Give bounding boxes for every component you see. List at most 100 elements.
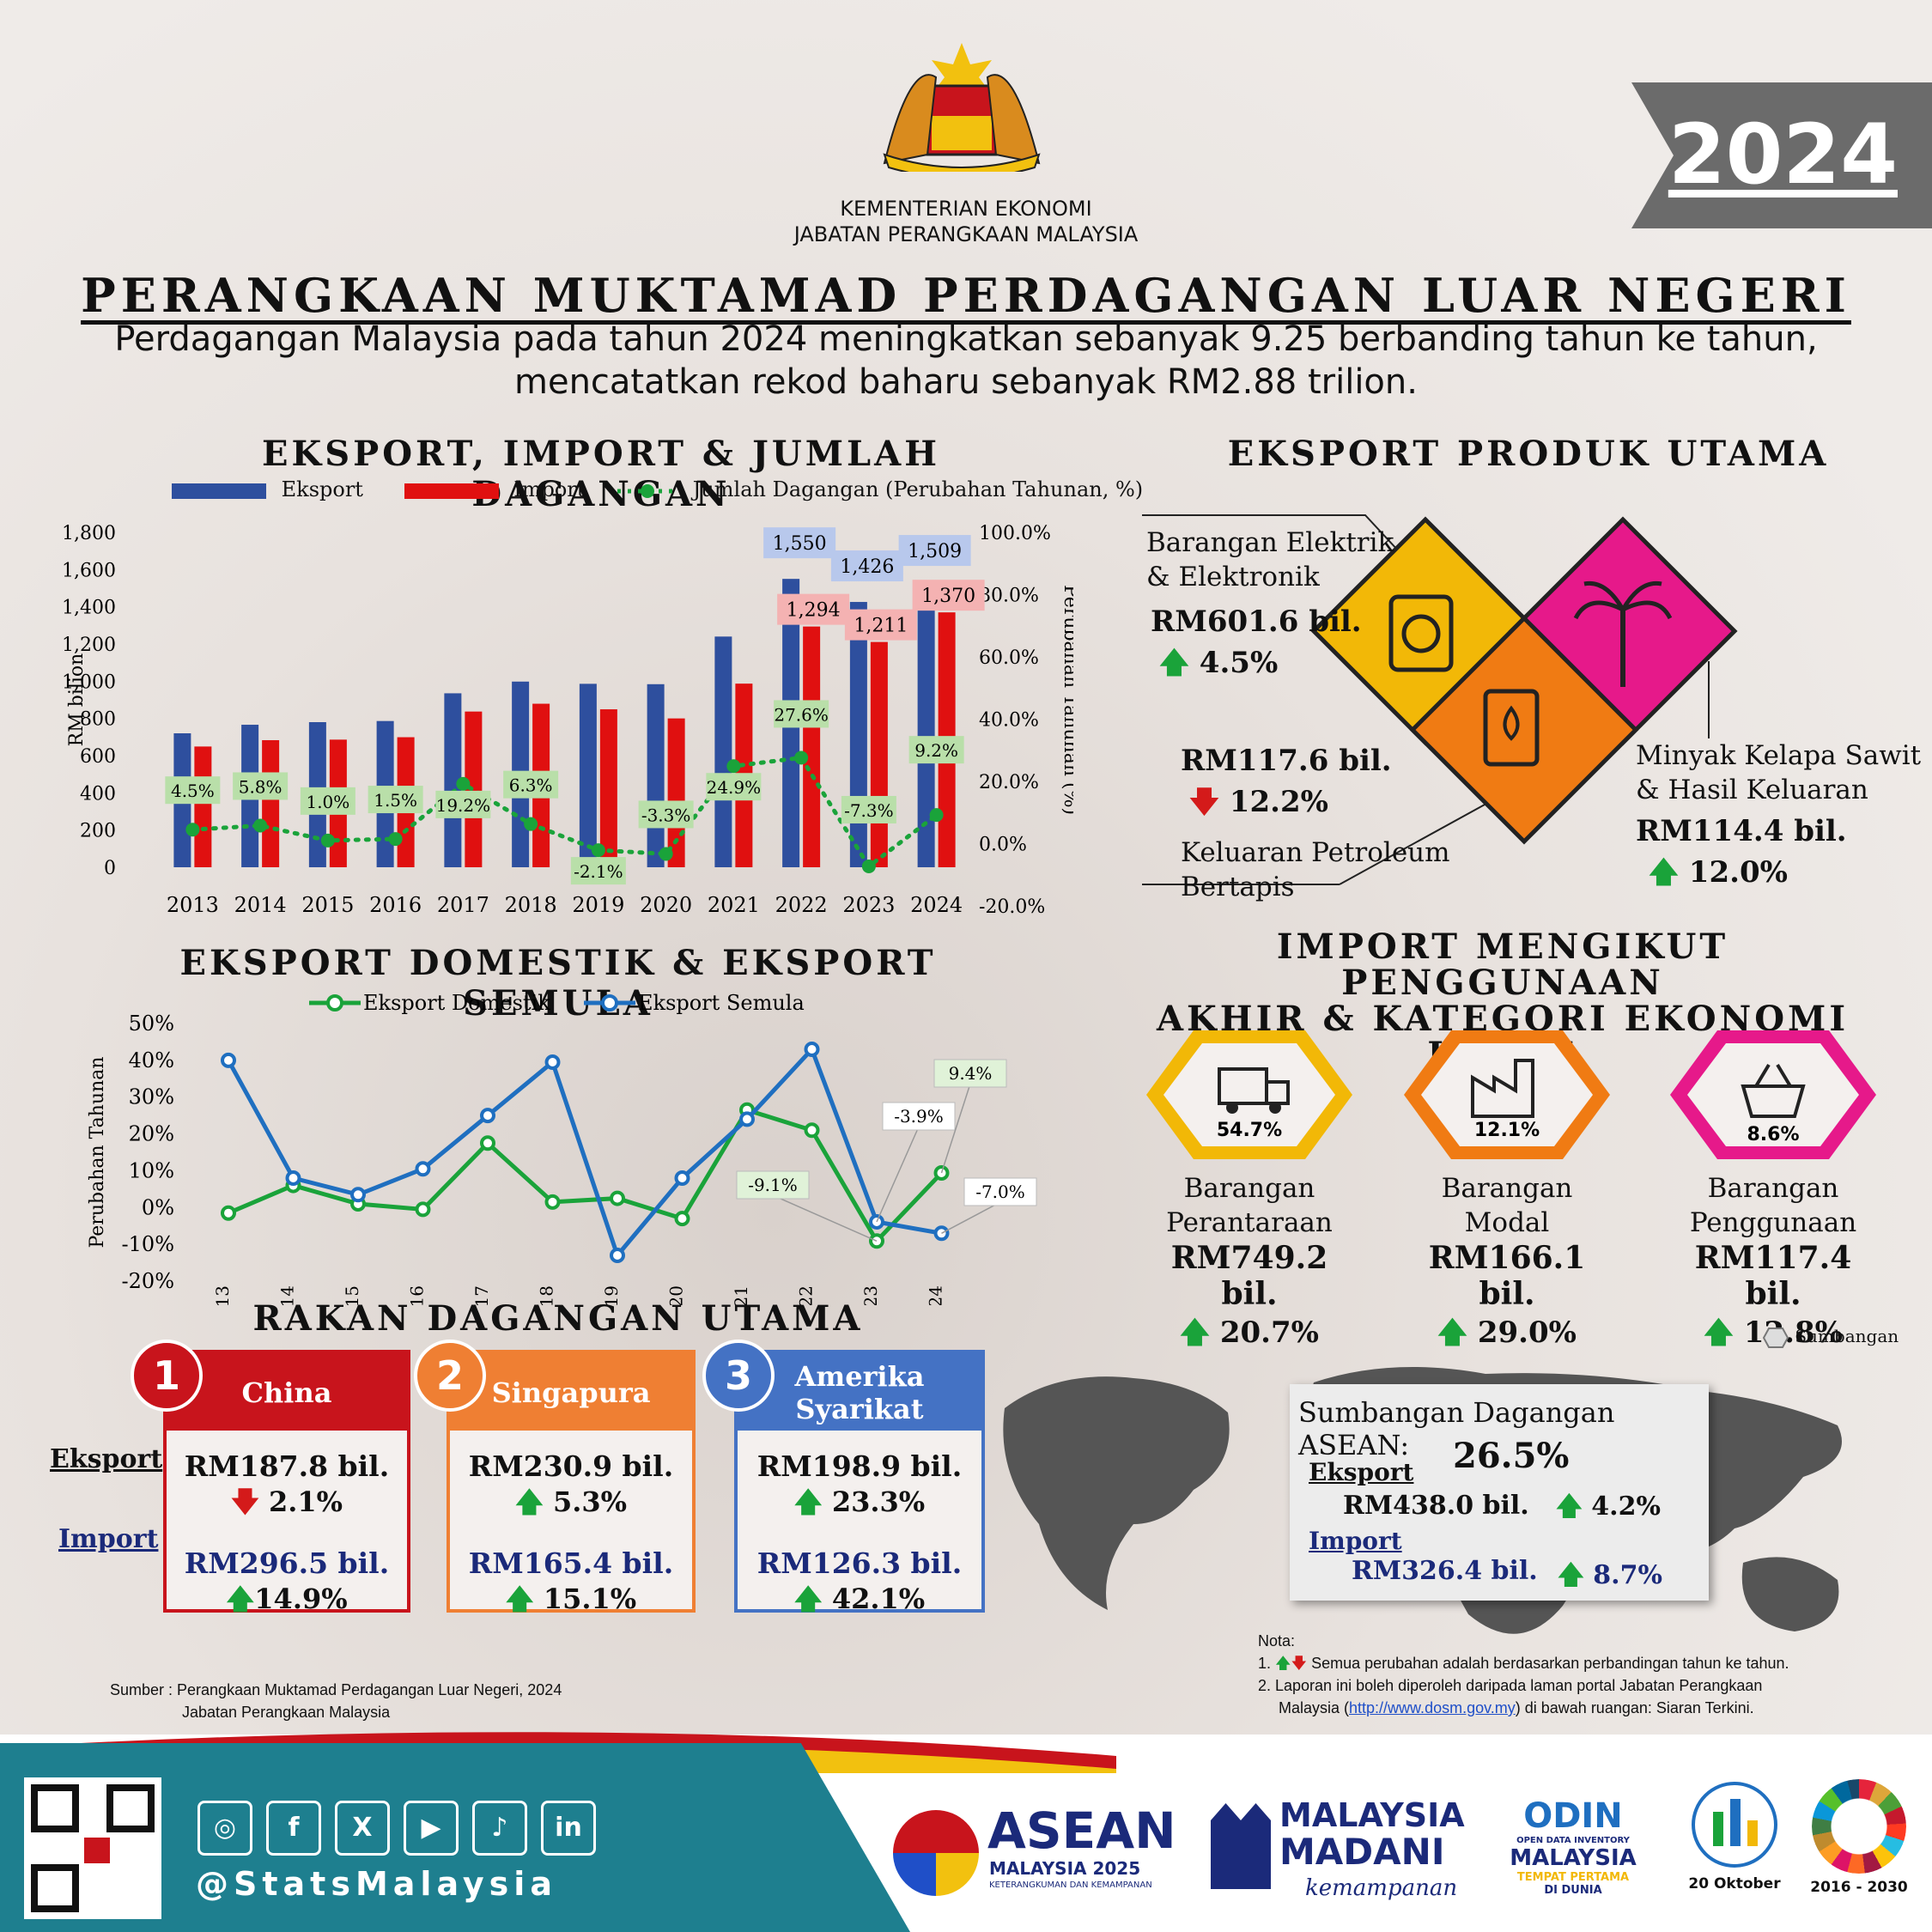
x-tick-label: 2018: [505, 893, 557, 917]
y-axis-label: RM bilion: [66, 653, 88, 747]
asean-logo-tagline: KETERANGKUMAN DAN KEMAMPANAN: [989, 1880, 1152, 1890]
youtube-icon[interactable]: ▶: [404, 1801, 459, 1856]
partner-usa-box: RM198.9 bil. 🡅 23.3% RM126.3 bil. 🡅 42.1…: [734, 1427, 985, 1615]
note-2b-pre: Malaysia (: [1279, 1699, 1350, 1716]
x-icon[interactable]: X: [335, 1801, 390, 1856]
y-tick-label: -10%: [122, 1232, 174, 1256]
factory-icon: 12.1%: [1404, 1030, 1610, 1159]
trade-change-point: [456, 776, 471, 791]
legend-import: Import: [513, 477, 586, 501]
trade-change-label: -2.1%: [574, 861, 623, 882]
partner-usa-export: RM198.9 bil.: [756, 1449, 963, 1483]
trade-change-point: [726, 759, 741, 774]
x-tick-label: 2019: [601, 1285, 622, 1305]
hexagon-icon: [1762, 1327, 1789, 1348]
y-tick-label: 400: [80, 783, 116, 805]
y-tick-label: 200: [80, 821, 116, 842]
series-point: [221, 1205, 236, 1221]
partner-china-header: China: [163, 1350, 410, 1436]
product-palm-oil: Minyak Kelapa Sawit & Hasil Keluaran RM1…: [1636, 738, 1921, 901]
trade-change-point: [794, 750, 809, 765]
annotation-label: -7.0%: [975, 1182, 1025, 1202]
partners-import-label: Import: [58, 1524, 159, 1554]
trade-change-label-box: [908, 736, 964, 764]
annotation-box: [933, 1059, 1007, 1088]
partner-singapore-import-change: 15.1%: [543, 1583, 637, 1615]
partner-singapore-export-change: 5.3%: [552, 1485, 628, 1518]
trade-change-label: 5.8%: [239, 776, 283, 797]
imports-section: 54.7% Barangan Perantaraan RM749.2 bil. …: [1138, 1022, 1902, 1350]
arrow-up-icon: 🡅: [1437, 1315, 1467, 1350]
y-tick-label: 1,400: [62, 598, 116, 619]
x-tick-label: 2024: [926, 1285, 946, 1305]
legend-marker: [326, 994, 343, 1012]
x-tick-label: 2014: [277, 1285, 298, 1305]
y2-tick-label: 80.0%: [979, 586, 1039, 607]
bar-export: [579, 683, 597, 867]
trade-change-label-box: [435, 790, 491, 818]
product-electronics: Barangan Elektrik & Elektronik RM601.6 b…: [1146, 526, 1394, 691]
x-tick-label: 2018: [537, 1285, 557, 1305]
asean-box: Sumbangan Dagangan ASEAN: 26.5% Eksport …: [1290, 1384, 1709, 1601]
trade-change-point: [320, 833, 335, 848]
legend-label: Eksport Semula: [638, 991, 805, 1015]
trade-change-label: 1.0%: [306, 792, 349, 812]
product-palm-oil-name-1: Minyak Kelapa Sawit: [1636, 740, 1922, 771]
product-palm-oil-name-2: & Hasil Keluaran: [1636, 775, 1868, 805]
facebook-icon[interactable]: f: [266, 1801, 321, 1856]
department-name: JABATAN PERANGKAAN MALAYSIA: [793, 222, 1139, 246]
legend-marker: [601, 994, 618, 1012]
x-tick-label: 2020: [640, 893, 692, 917]
year-tab: 2024: [1631, 82, 1932, 228]
y-tick-label: 600: [80, 746, 116, 768]
sdg-years: 2016 - 2030: [1810, 1879, 1908, 1896]
trade-change-label-box: [368, 786, 423, 814]
odin-logo-rank: TEMPAT PERTAMA: [1516, 1871, 1630, 1884]
trade-change-point: [929, 808, 944, 823]
asean-export-value: RM438.0 bil.: [1343, 1491, 1529, 1521]
notes-heading: Nota:: [1258, 1632, 1296, 1649]
y-tick-label: 1,800: [62, 523, 116, 544]
year-label: 2024: [1668, 106, 1898, 203]
partner-singapore-export: RM230.9 bil.: [468, 1449, 674, 1483]
partner-china-name: China: [241, 1376, 332, 1409]
chart1-legend: Eksport Import Jumlah Dagangan (Perubaha…: [172, 477, 1143, 501]
import-share-2: 8.6%: [1747, 1124, 1799, 1145]
odin-logo-text: ODIN: [1523, 1796, 1623, 1836]
asean-import-change: 8.7%: [1593, 1560, 1662, 1590]
import-value-label: 1,370: [921, 586, 975, 607]
series-line: [228, 1107, 944, 1245]
legend-swatch-trade: [617, 483, 678, 498]
instagram-icon[interactable]: ◎: [197, 1801, 252, 1856]
series-point: [415, 1201, 431, 1218]
partner-singapore-import: RM165.4 bil.: [468, 1546, 674, 1580]
partner-china-import: RM296.5 bil.: [184, 1546, 390, 1580]
tiktok-icon[interactable]: ♪: [472, 1801, 527, 1856]
linkedin-icon[interactable]: in: [541, 1801, 596, 1856]
notes: Nota: 1. 🡅🡇 Semua perubahan adalah berda…: [1258, 1630, 1842, 1719]
y2-tick-label: 40.0%: [979, 710, 1039, 732]
product-electronics-change: 4.5%: [1199, 646, 1279, 680]
bar-import: [194, 746, 212, 867]
x-tick-label: 2019: [572, 893, 624, 917]
trade-change-label-box: [165, 776, 221, 805]
arrow-up-icon: 🡅: [793, 1485, 823, 1518]
partner-china-box: RM187.8 bil. 🡇 2.1% RM296.5 bil. 🡅14.9%: [163, 1427, 410, 1615]
imports-legend: Sumbangan: [1762, 1326, 1899, 1349]
odin-logo-sub: OPEN DATA INVENTORY: [1516, 1836, 1630, 1845]
page-subtitle: Perdagangan Malaysia pada tahun 2024 men…: [114, 319, 1818, 402]
partner-usa-export-change: 23.3%: [831, 1485, 926, 1518]
qr-code[interactable]: [24, 1777, 161, 1919]
trade-change-label-box: [503, 770, 559, 799]
import-value-box: [777, 593, 850, 625]
trade-change-label-box: [300, 787, 355, 815]
x-tick-label: 2022: [796, 1285, 817, 1305]
trade-change-label: -3.3%: [641, 805, 691, 825]
annotation-leader: [876, 1126, 920, 1223]
note-2a: 2. Laporan ini boleh diperoleh daripada …: [1258, 1677, 1763, 1694]
product-petroleum: RM117.6 bil. 🡇 12.2% Keluaran Petroleum …: [1181, 744, 1450, 904]
trade-change-label: -7.3%: [844, 800, 894, 821]
dosm-link[interactable]: http://www.dosm.gov.my: [1349, 1699, 1516, 1716]
export-value-label: 1,509: [908, 541, 962, 562]
consumer-basket-icon: 8.6%: [1670, 1030, 1876, 1159]
